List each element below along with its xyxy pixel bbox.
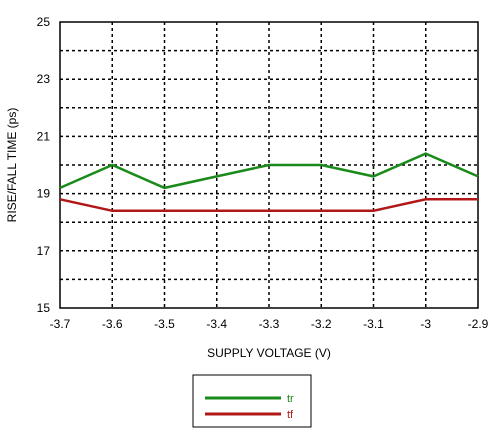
y-tick-label: 23	[37, 72, 51, 86]
legend-label-tr: tr	[287, 393, 294, 405]
y-axis-title: RISE/FALL TIME (ps)	[5, 108, 19, 223]
series-line-tr	[59, 152, 479, 190]
x-tick-label: -3	[420, 317, 431, 331]
y-tick-label: 25	[37, 15, 51, 29]
y-tick-label: 17	[37, 244, 51, 258]
y-tick-label: 21	[37, 129, 51, 143]
x-axis-title: SUPPLY VOLTAGE (V)	[207, 346, 331, 360]
series-layer	[59, 152, 479, 213]
y-tick-label: 19	[37, 187, 51, 201]
legend-box	[192, 374, 312, 428]
y-tick-labels: 15 17 19 21 23 25	[37, 15, 51, 315]
x-tick-label: -2.9	[468, 317, 489, 331]
legend-label-tf: tf	[287, 409, 294, 421]
legend: tr tf	[192, 374, 312, 428]
grid-lines	[60, 22, 478, 308]
y-tick-label: 15	[37, 301, 51, 315]
x-tick-label: -3.1	[363, 317, 384, 331]
x-tick-label: -3.5	[154, 317, 175, 331]
x-tick-labels: -3.7 -3.6 -3.5 -3.4 -3.3 -3.2 -3.1 -3 -2.9	[50, 317, 489, 331]
plot-area-frame	[59, 21, 479, 309]
x-tick-label: -3.7	[50, 317, 71, 331]
series-line-tf	[59, 198, 478, 213]
x-tick-label: -3.3	[259, 317, 280, 331]
x-tick-label: -3.6	[102, 317, 123, 331]
x-tick-label: -3.4	[206, 317, 227, 331]
x-tick-label: -3.2	[311, 317, 332, 331]
